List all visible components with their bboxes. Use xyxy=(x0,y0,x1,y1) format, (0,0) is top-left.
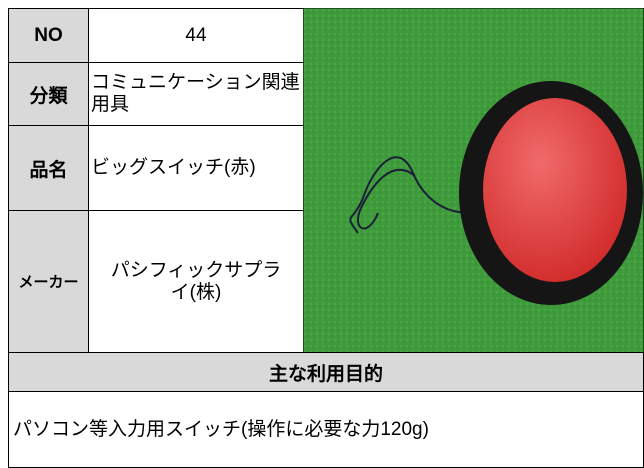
section-heading: 主な利用目的 xyxy=(8,352,644,392)
row-label: メーカー xyxy=(8,210,89,353)
row-value: パシフィックサプライ(株) xyxy=(88,210,304,353)
row-label: 品名 xyxy=(8,125,89,211)
row-value: コミュニケーション関連用具 xyxy=(88,62,304,126)
row-label: 分類 xyxy=(8,62,89,126)
row-value: ビッグスイッチ(赤) xyxy=(88,125,304,211)
product-photo xyxy=(303,8,644,353)
row-value: 44 xyxy=(88,8,304,63)
section-text: パソコン等入力用スイッチ(操作に必要な力120g) xyxy=(8,391,644,468)
row-label: NO xyxy=(8,8,89,63)
